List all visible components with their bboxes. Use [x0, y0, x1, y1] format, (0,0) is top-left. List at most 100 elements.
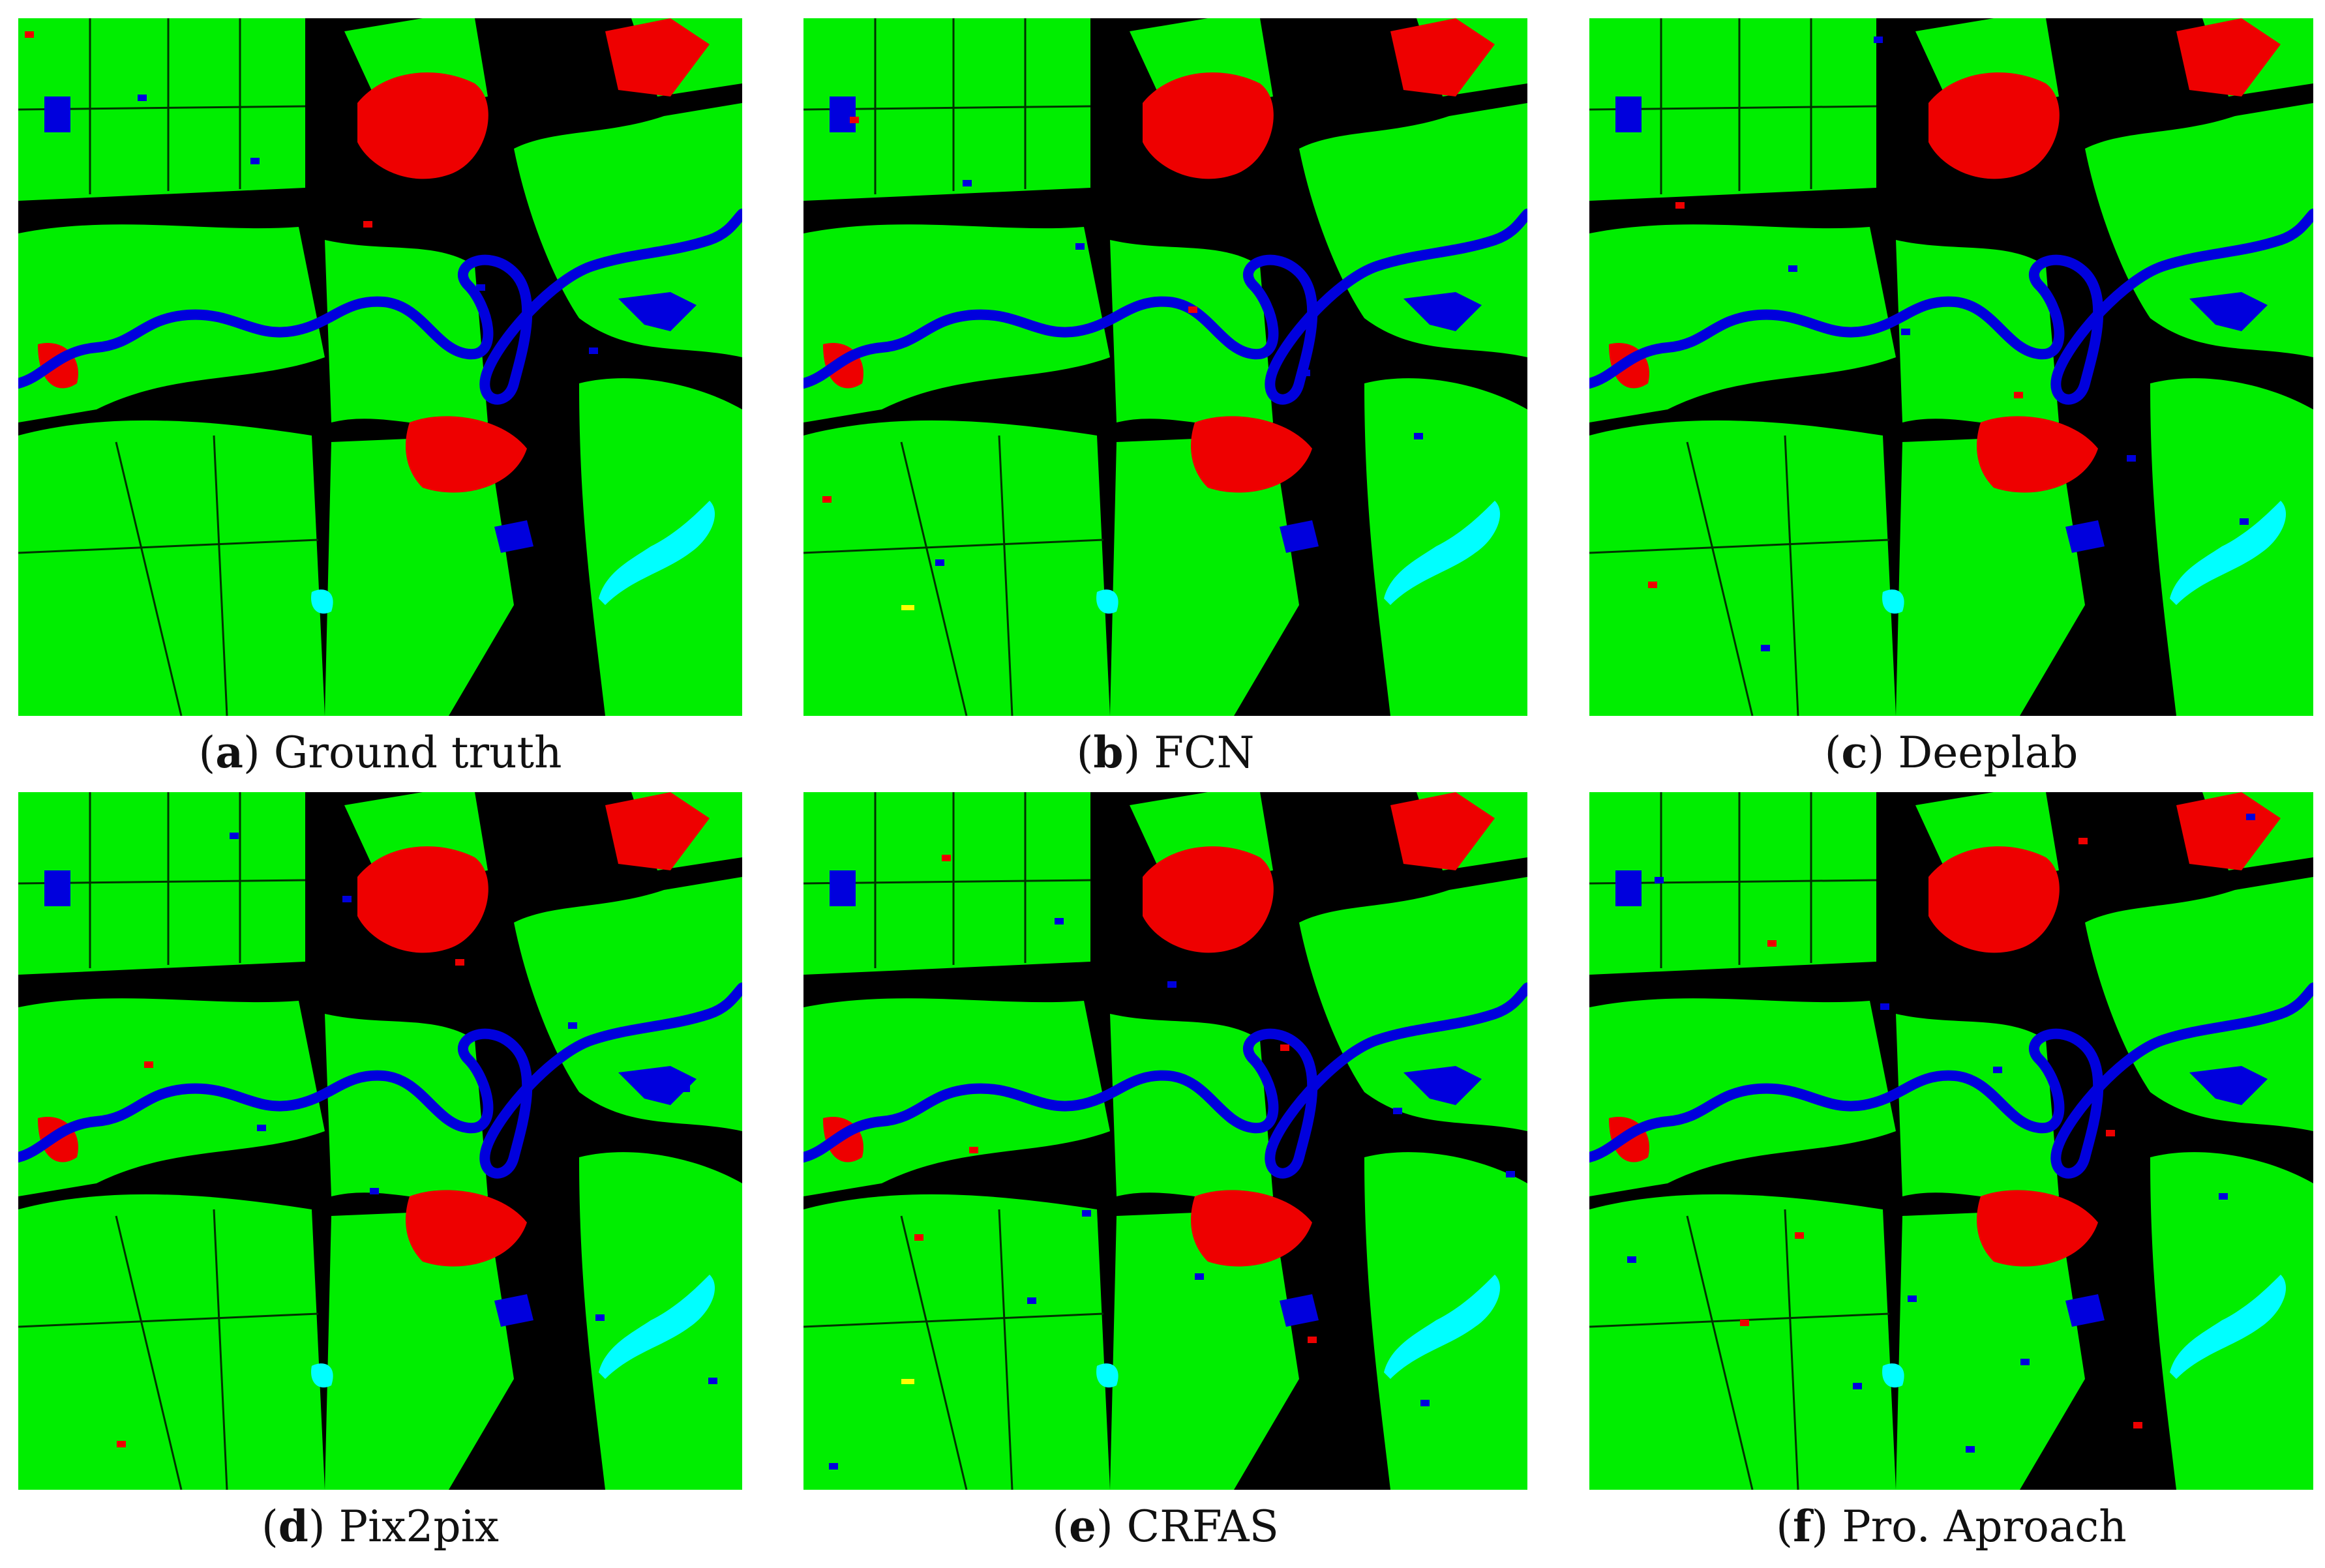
panel-f-map	[1589, 792, 2313, 1490]
speck-region	[1167, 981, 1177, 988]
speck-region	[1788, 265, 1797, 272]
urban-region	[1191, 1190, 1312, 1267]
caption-d-key: d	[278, 1501, 308, 1552]
speck-region	[25, 31, 34, 38]
segmentation-map	[18, 792, 742, 1490]
pond-region	[1615, 96, 1642, 132]
vegetation-region	[803, 1194, 1110, 1490]
speck-region	[1055, 918, 1064, 925]
caption-c-key: c	[1841, 727, 1868, 778]
vegetation-region	[1896, 240, 2059, 426]
speck-region	[2020, 1359, 2030, 1365]
speck-region	[2246, 814, 2255, 820]
lake-region	[2170, 1275, 2287, 1379]
panel-b-map	[803, 18, 1527, 716]
vegetation-region	[18, 998, 325, 1196]
vegetation-region	[18, 420, 325, 716]
lake-region	[311, 1363, 333, 1388]
panel-d-map	[18, 792, 742, 1490]
vegetation-region	[1896, 1014, 2059, 1200]
river-channel	[18, 209, 742, 405]
speck-region	[914, 1234, 923, 1241]
speck-region	[1280, 1044, 1289, 1051]
urban-region	[1390, 792, 1495, 870]
caption-e-name: CRFAS	[1126, 1501, 1279, 1552]
caption-f-key: f	[1793, 1501, 1812, 1552]
water-region	[2189, 292, 2268, 331]
speck-region	[1308, 1337, 1317, 1343]
lake-region	[599, 1275, 715, 1379]
urban-region	[1977, 416, 2098, 493]
speck-region	[1301, 370, 1310, 376]
field-boundaries	[803, 792, 1104, 1490]
lake-region	[1384, 501, 1501, 605]
vegetation-region	[514, 103, 742, 357]
lake-region	[1882, 1363, 1904, 1388]
urban-region	[1143, 846, 1274, 953]
misc-region	[901, 1379, 914, 1384]
speck-region	[257, 1125, 266, 1131]
speck-region	[1420, 1400, 1430, 1406]
vegetation-region	[1299, 103, 1527, 357]
water-region	[2065, 1294, 2105, 1327]
vegetation-region	[803, 420, 1110, 716]
urban-region	[1143, 72, 1274, 179]
speck-region	[1987, 100, 1996, 106]
river-channel	[1589, 209, 2313, 405]
pond-region	[1615, 870, 1642, 906]
speck-region	[1993, 1067, 2002, 1073]
speck-region	[370, 1188, 379, 1194]
water-region	[2065, 520, 2105, 553]
speck-region	[1195, 1273, 1204, 1280]
river-channel	[803, 209, 1527, 405]
speck-region	[1880, 1003, 1889, 1010]
vegetation-region	[325, 1014, 488, 1200]
speck-region	[1767, 940, 1777, 947]
caption-a-name: Ground truth	[273, 728, 562, 778]
caption-a: (a) Ground truth	[198, 727, 562, 778]
speck-region	[963, 180, 972, 186]
pond-region	[830, 96, 856, 132]
speck-region	[1627, 1256, 1636, 1263]
river-channel	[1589, 983, 2313, 1179]
speck-region	[2133, 1422, 2142, 1428]
water-region	[494, 1294, 533, 1327]
segmentation-map	[18, 18, 742, 716]
speck-region	[1027, 1297, 1036, 1304]
caption-b: (b) FCN	[1076, 727, 1255, 778]
vegetation-region	[803, 998, 1110, 1196]
vegetation-region	[1110, 1014, 1273, 1200]
speck-region	[935, 559, 944, 566]
water-region	[1403, 1066, 1482, 1105]
speck-region	[1908, 1295, 1917, 1302]
urban-region	[2176, 18, 2281, 96]
field-boundaries	[18, 18, 319, 716]
panel-a-map	[18, 18, 742, 716]
speck-region	[363, 221, 372, 228]
caption-f: (f) Pro. Aproach	[1776, 1501, 2127, 1552]
water-region	[1280, 520, 1319, 553]
urban-region	[406, 1190, 527, 1267]
speck-region	[2219, 1193, 2228, 1200]
caption-b-name: FCN	[1154, 728, 1255, 778]
river-channel	[18, 983, 742, 1179]
water-region	[618, 1066, 697, 1105]
lake-region	[1882, 589, 1904, 614]
caption-d: (d) Pix2pix	[262, 1501, 499, 1552]
speck-region	[117, 1441, 126, 1447]
vegetation-region	[325, 240, 488, 426]
urban-region	[605, 18, 710, 96]
vegetation-region	[803, 224, 1110, 422]
vegetation-region	[1589, 224, 1896, 422]
speck-region	[1901, 329, 1910, 335]
speck-region	[850, 117, 859, 123]
river-channel	[803, 983, 1527, 1179]
caption-e-key: e	[1068, 1501, 1096, 1552]
speck-region	[942, 855, 951, 861]
caption-a-key: a	[215, 727, 243, 778]
lake-region	[599, 501, 715, 605]
vegetation-region	[1896, 1209, 2085, 1490]
water-region	[1280, 1294, 1319, 1327]
panel-e-map	[803, 792, 1527, 1490]
caption-c-name: Deeplab	[1898, 728, 2078, 778]
